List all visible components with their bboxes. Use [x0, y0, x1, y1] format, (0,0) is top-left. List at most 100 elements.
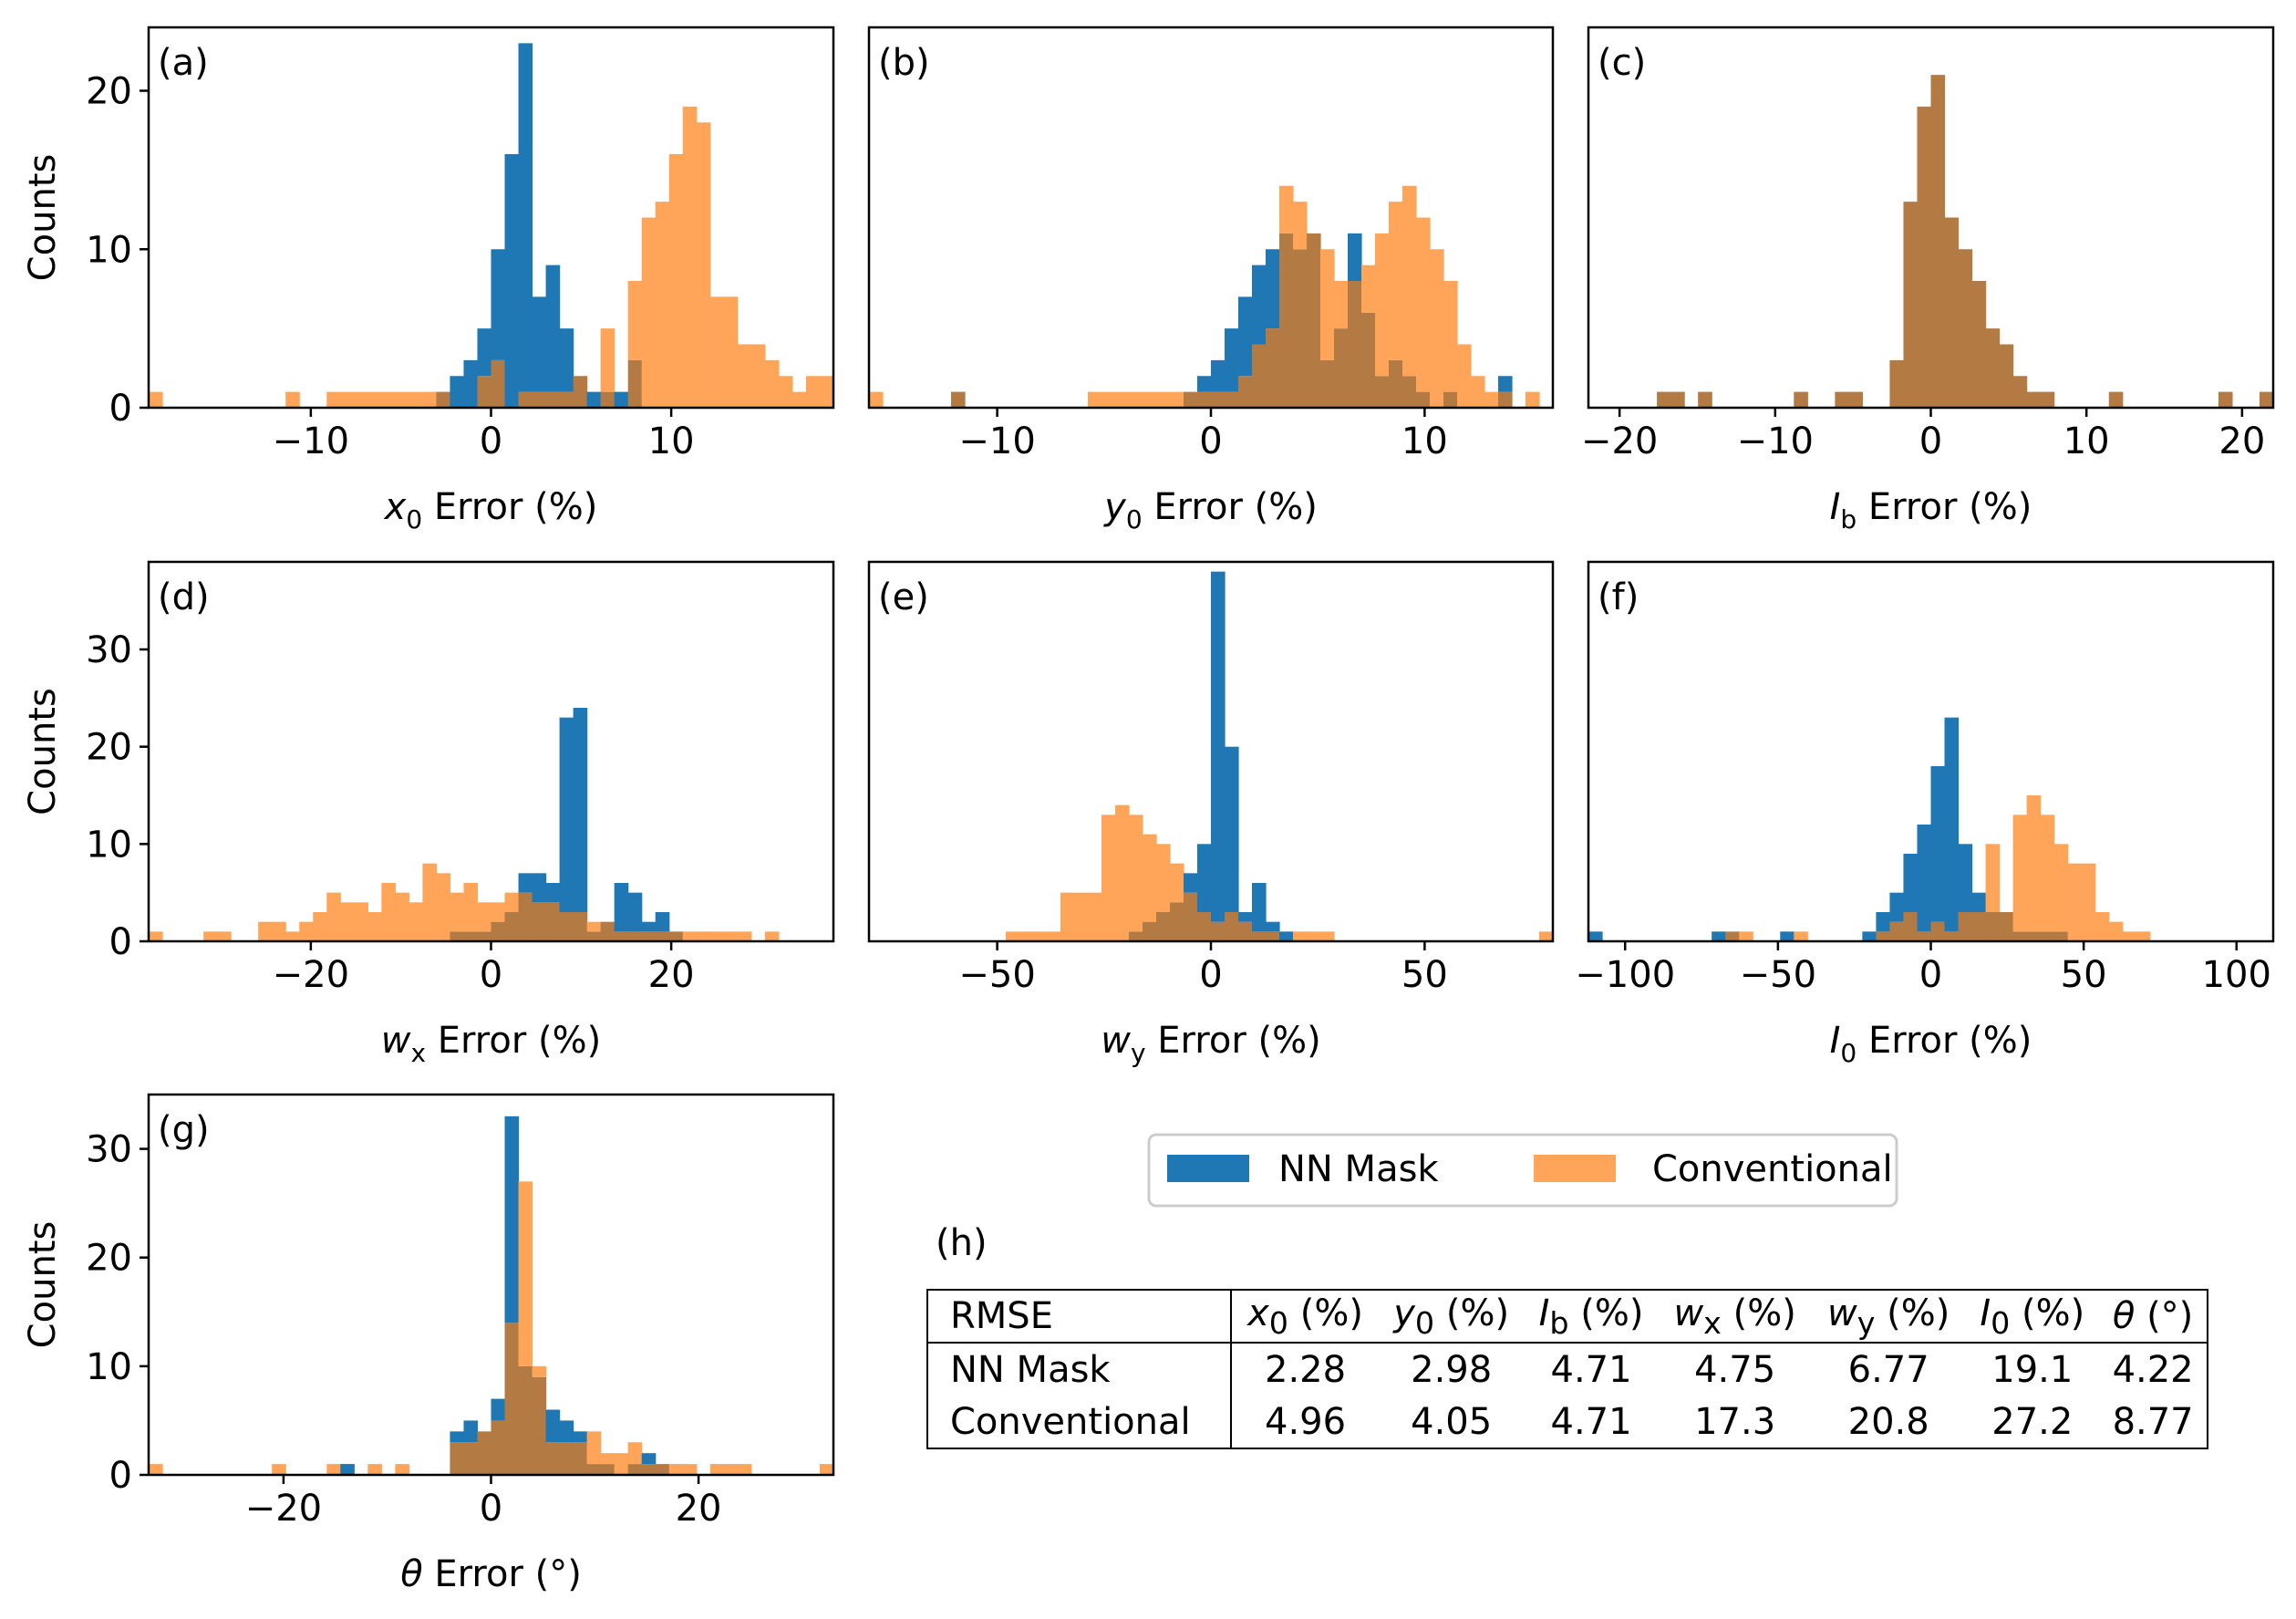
bar-conventional: [1115, 391, 1130, 408]
bar-conventional: [600, 328, 615, 392]
bar-conventional: [1985, 844, 2001, 912]
bar-conventional: [1334, 281, 1349, 329]
bar-overlap: [1971, 912, 1987, 941]
bar-overlap: [2026, 931, 2042, 941]
bar-conventional: [778, 376, 793, 408]
bar-conventional: [422, 391, 438, 408]
bar-nn-mask: [1184, 873, 1198, 893]
bar-overlap: [1903, 202, 1919, 408]
bar-overlap: [2218, 391, 2233, 408]
bar-conventional: [791, 391, 807, 408]
bar-nn-mask: [1252, 883, 1267, 932]
bar-overlap: [1917, 931, 1932, 941]
bar-nn-mask: [1917, 825, 1932, 932]
bar-nn-mask: [545, 265, 561, 392]
panel-f-bars: [1588, 717, 2151, 941]
x-tick-label: −50: [958, 954, 1035, 996]
bar-conventional: [477, 902, 492, 932]
x-tick-label: 10: [648, 420, 695, 462]
bar-conventional: [340, 391, 355, 408]
bar-overlap: [559, 912, 574, 941]
bar-conventional: [737, 931, 752, 941]
panel-c: −20 −10 0 10 20 (c) Ib Error (%): [1581, 26, 2275, 534]
bar-overlap: [2040, 931, 2055, 941]
bar-conventional: [2094, 912, 2110, 941]
table-cell: 20.8: [1847, 1400, 1929, 1443]
table-corner: RMSE: [928, 1291, 1233, 1344]
bar-nn-mask: [463, 1420, 479, 1443]
bar-conventional: [641, 217, 657, 408]
bar-overlap: [1266, 328, 1280, 408]
bar-conventional: [614, 1453, 629, 1475]
panel-b-label: (b): [878, 42, 930, 84]
panel-g: −20 0 20 0 10 20 30 (g) θ Error (°) Counts: [22, 1093, 835, 1595]
bar-conventional: [504, 892, 520, 912]
bar-conventional: [1443, 281, 1458, 392]
bar-conventional: [1484, 391, 1499, 408]
panel-a-ylabel: Counts: [22, 154, 64, 282]
bar-overlap: [2040, 391, 2055, 408]
bar-conventional: [381, 391, 396, 408]
bar-conventional: [1074, 892, 1089, 941]
table-column-header: Ib (%): [1524, 1291, 1659, 1344]
bar-nn-mask: [1211, 571, 1226, 922]
table-cell: 4.71: [1550, 1400, 1632, 1443]
x-tick-label: −100: [1575, 954, 1675, 996]
bar-conventional: [2012, 815, 2028, 932]
bar-overlap: [586, 931, 602, 941]
bar-nn-mask: [1903, 854, 1919, 912]
bar-conventional: [395, 1464, 409, 1475]
bar-conventional: [737, 1464, 752, 1475]
bar-nn-mask: [491, 1398, 506, 1421]
bar-conventional: [764, 931, 780, 941]
bar-nn-mask: [504, 154, 520, 408]
bar-nn-mask: [1498, 376, 1513, 392]
bar-overlap: [1252, 931, 1267, 941]
bar-conventional: [1170, 391, 1184, 408]
table-column-header: y0 (%): [1378, 1291, 1525, 1344]
bar-nn-mask: [1252, 265, 1267, 345]
bar-nn-mask: [545, 883, 561, 903]
panel-g-xlabel: θ Error (°): [400, 1553, 582, 1595]
x-tick-label: 10: [1401, 420, 1448, 462]
bar-overlap: [600, 1464, 615, 1475]
bar-conventional: [1129, 391, 1143, 408]
table-column-header: wy (%): [1811, 1291, 1966, 1344]
bar-nn-mask: [1238, 296, 1253, 377]
bar-conventional: [367, 912, 382, 941]
bar-nn-mask: [450, 1431, 465, 1443]
bar-conventional: [1115, 804, 1130, 941]
y-tick-label: 10: [86, 229, 132, 271]
bar-conventional: [819, 376, 834, 408]
bar-overlap: [518, 892, 533, 941]
bar-conventional: [723, 1464, 739, 1475]
bar-nn-mask: [1862, 931, 1877, 941]
table-row-label: NN Mask: [928, 1343, 1233, 1396]
x-tick-label: 0: [480, 420, 502, 462]
bar-nn-mask: [559, 328, 574, 392]
bar-conventional: [463, 883, 479, 932]
bar-nn-mask: [532, 296, 547, 392]
bar-nn-mask: [1971, 892, 1987, 912]
bar-conventional: [326, 1464, 341, 1475]
bar-overlap: [655, 931, 670, 941]
table-header-row: RMSE x0 (%) y0 (%) Ib (%) wx (%) wy (%) I0 (%…: [928, 1291, 2207, 1344]
panel-a-bars: [149, 43, 834, 408]
bar-nn-mask: [1197, 376, 1212, 392]
bar-conventional: [1060, 892, 1075, 941]
bar-conventional: [1170, 863, 1184, 903]
bar-conventional: [709, 931, 725, 941]
table-row: NN Mask 2.28 2.98 4.71 4.75 6.77 19.1 4.22: [928, 1343, 2207, 1396]
table-row: Conventional 4.96 4.05 4.71 17.3 20.8 27.2 8.77: [928, 1396, 2207, 1448]
bar-conventional: [395, 391, 409, 408]
legend-frame: [1147, 1133, 1898, 1208]
bar-conventional: [668, 154, 684, 408]
bar-conventional: [409, 391, 423, 408]
bar-overlap: [1129, 931, 1143, 941]
bar-overlap: [1184, 892, 1198, 941]
bar-overlap: [2012, 376, 2028, 408]
x-tick-label: 0: [1919, 420, 1942, 462]
bar-conventional: [1088, 391, 1102, 408]
bar-overlap: [2259, 391, 2274, 408]
bar-overlap: [2026, 391, 2042, 408]
